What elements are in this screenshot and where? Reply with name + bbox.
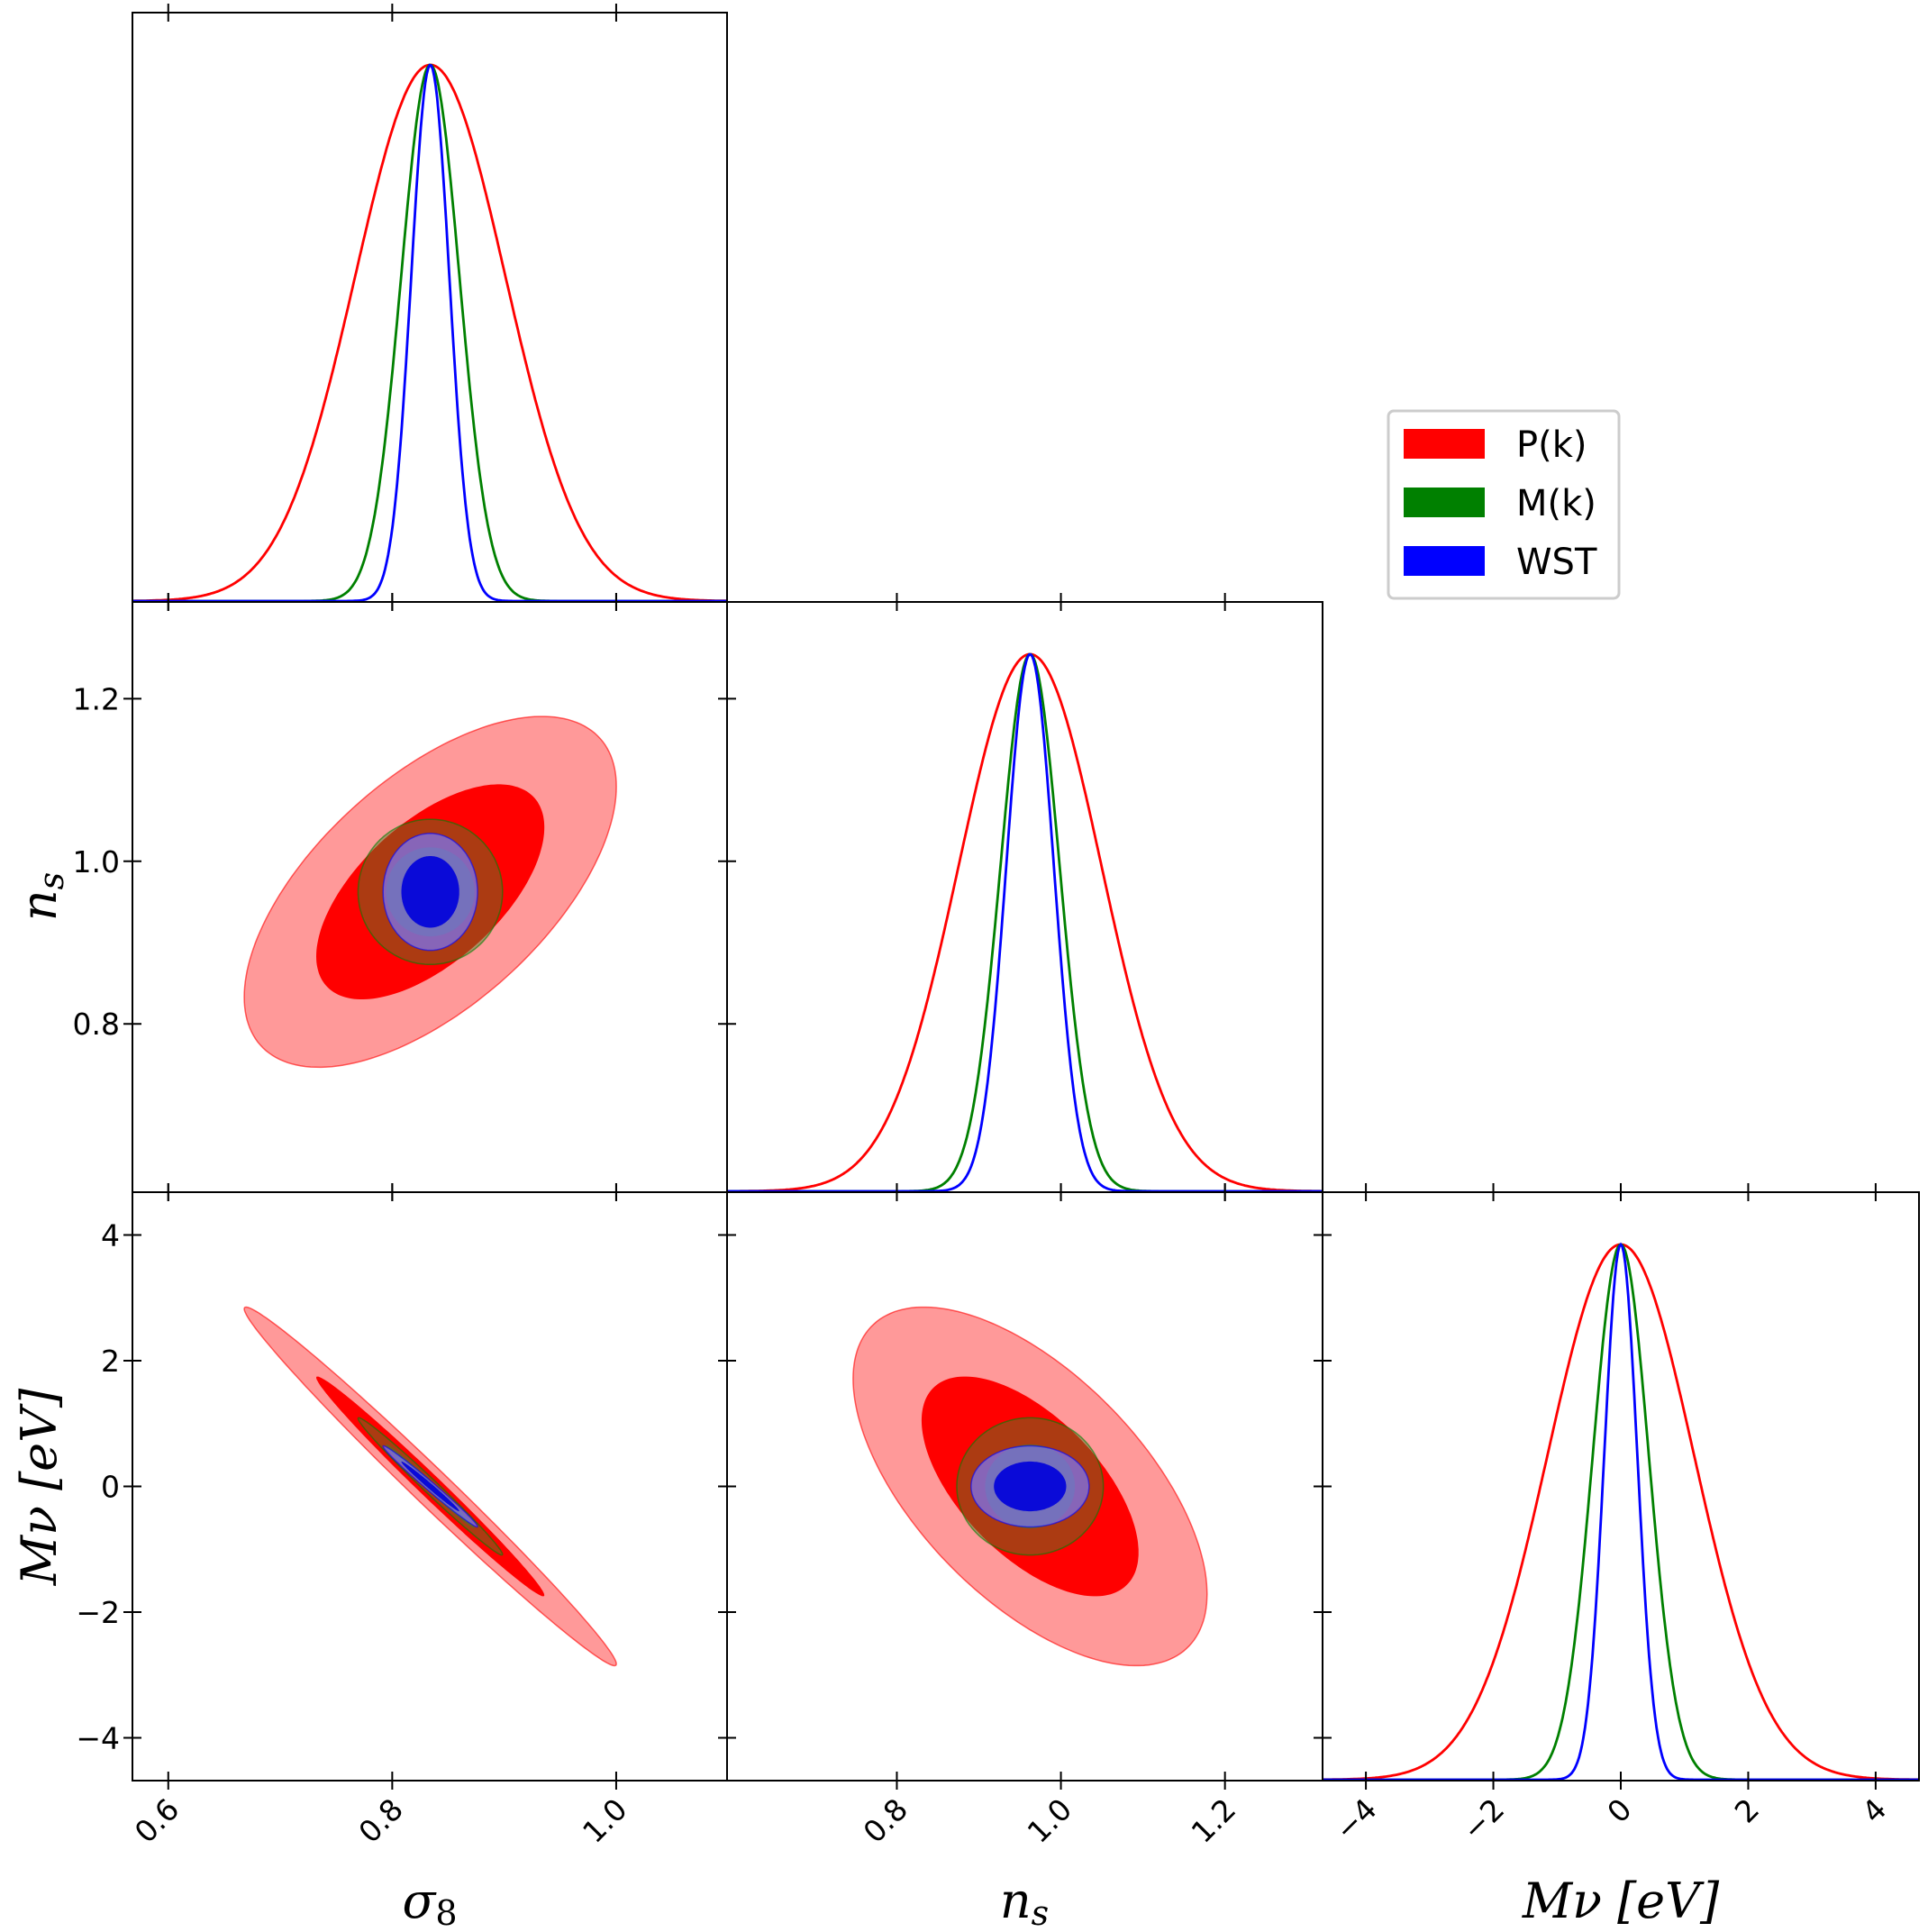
x-tick-label: 0: [1600, 1791, 1638, 1829]
x-axis-label-mnu: Mν [eV]: [1522, 1873, 1720, 1929]
pdf-mk: [1323, 1243, 1919, 1781]
y-tick-label: 1.0: [73, 844, 120, 879]
x-tick-label: 0.8: [351, 1791, 410, 1850]
pdf-pk: [1323, 1243, 1919, 1781]
legend-swatch-wst: [1404, 546, 1485, 576]
x-tick-label: 2: [1728, 1791, 1766, 1829]
panel-1d-ns: [727, 652, 1323, 1192]
x-tick-label: 0.8: [856, 1791, 914, 1850]
y-tick-label: −2: [76, 1595, 120, 1630]
legend-swatch-mk: [1404, 488, 1485, 517]
contour-wst-68: [401, 856, 459, 928]
panel-1d-s8: [132, 63, 727, 602]
panel-s8-mnu: [243, 1306, 617, 1667]
pdf-wst: [727, 652, 1323, 1192]
legend-label-pk: P(k): [1516, 424, 1587, 466]
y-tick-label: 0: [101, 1470, 120, 1505]
pdf-pk: [132, 63, 727, 602]
x-tick-label: 1.0: [576, 1791, 634, 1850]
legend-label-wst: WST: [1516, 542, 1597, 583]
pdf-mk: [132, 63, 727, 602]
x-axis-label-sigma8: σ8: [402, 1873, 457, 1932]
x-tick-label: 4: [1855, 1791, 1893, 1829]
legend-label-mk: M(k): [1516, 483, 1596, 524]
x-tick-label: −2: [1455, 1791, 1511, 1847]
contour-wst-68: [994, 1461, 1067, 1512]
x-axis-label-ns: ns: [1000, 1873, 1049, 1932]
panel-ns-mnu: [852, 1306, 1208, 1667]
y-tick-label: 1.2: [73, 681, 120, 716]
panel-frame: [1322, 1191, 1920, 1782]
panel-s8-ns: [243, 715, 617, 1069]
panel-frame: [726, 601, 1323, 1193]
x-tick-label: −4: [1328, 1791, 1384, 1847]
contour-wst-68: [401, 1461, 459, 1512]
y-tick-label: 0.8: [73, 1007, 120, 1042]
panel-1d-mnu: [1323, 1242, 1919, 1781]
y-tick-label: 4: [101, 1217, 120, 1253]
pdf-pk: [727, 652, 1323, 1192]
x-tick-label: 1.0: [1021, 1791, 1079, 1850]
y-tick-label: −4: [76, 1721, 120, 1756]
y-axis-label-mnu: Mν [eV]: [11, 1388, 68, 1586]
y-axis-label-ns: ns: [11, 872, 71, 921]
legend: P(k) M(k) WST: [1387, 409, 1621, 600]
pdf-mk: [727, 652, 1323, 1192]
x-tick-label: 1.2: [1185, 1791, 1243, 1850]
y-tick-label: 2: [101, 1344, 120, 1379]
pdf-wst: [1323, 1242, 1919, 1781]
pdf-wst: [132, 63, 727, 602]
panel-frame: [132, 12, 728, 603]
legend-swatch-pk: [1404, 429, 1485, 459]
x-tick-label: 0.6: [128, 1791, 186, 1850]
